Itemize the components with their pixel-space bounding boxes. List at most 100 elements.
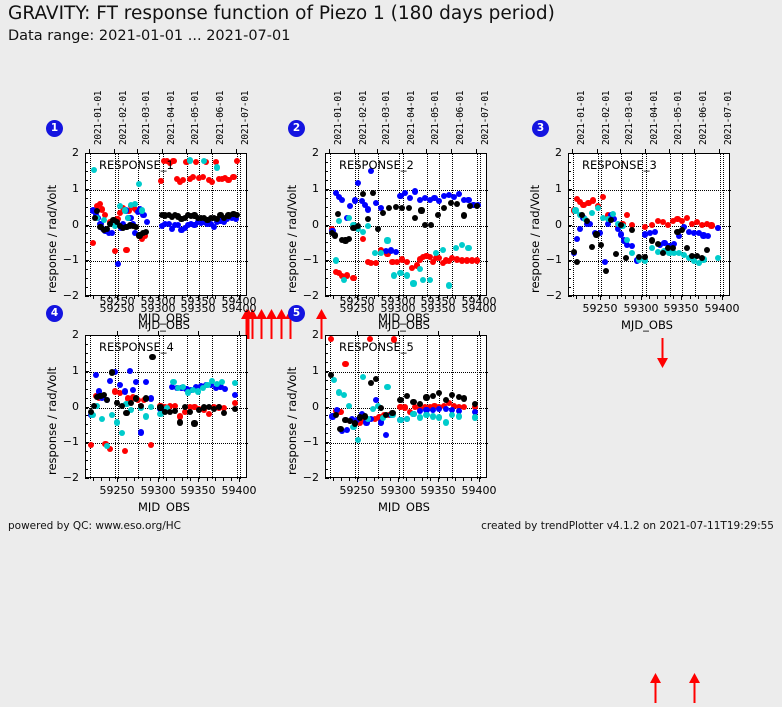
panel-badge-2: 2 (288, 120, 305, 137)
y-tick (568, 296, 572, 297)
data-point (596, 229, 603, 236)
data-point (231, 406, 239, 413)
data-point (403, 258, 411, 266)
data-point (593, 231, 600, 238)
x-tick-minor (349, 478, 350, 481)
x-tick-minor (174, 296, 175, 299)
data-point (210, 224, 218, 231)
data-point (684, 244, 691, 251)
data-point (231, 400, 239, 407)
y-tick-label: 0 (312, 218, 319, 231)
x-tick-label: 59250 (99, 484, 135, 497)
x-tick-top (669, 149, 670, 153)
data-point (676, 250, 683, 257)
data-point (129, 386, 137, 393)
y-tick (325, 225, 329, 226)
data-point (345, 402, 352, 409)
data-point (194, 388, 201, 395)
data-point (172, 402, 179, 409)
data-point (329, 413, 336, 420)
data-point (365, 206, 372, 213)
x-tick-label: 59350 (180, 484, 216, 497)
data-point (604, 220, 611, 227)
data-point (143, 218, 150, 225)
data-point (112, 248, 119, 255)
x-tick-minor (174, 478, 175, 481)
data-point (162, 212, 169, 219)
data-point (373, 259, 380, 267)
x-tick-label: 59350 (663, 302, 699, 315)
data-point (629, 221, 636, 228)
data-point (191, 221, 198, 228)
data-point (97, 392, 104, 400)
data-point (87, 408, 94, 415)
data-point (129, 223, 137, 230)
data-point (680, 251, 688, 258)
y-tick (85, 442, 89, 443)
data-point (659, 250, 667, 257)
y-tick (325, 371, 329, 372)
data-point (669, 244, 676, 251)
data-point (412, 188, 419, 195)
y-tick-minor (85, 398, 88, 399)
data-point (112, 388, 119, 395)
data-point (217, 383, 224, 390)
data-point (403, 392, 411, 400)
data-point (332, 268, 339, 276)
data-point (604, 212, 611, 219)
data-point (455, 403, 462, 410)
data-point (452, 244, 459, 251)
x-tick-minor (374, 478, 375, 481)
data-point (142, 413, 150, 420)
y-tick-minor (325, 198, 328, 199)
data-point (458, 242, 466, 249)
data-point (449, 391, 456, 399)
data-point (361, 413, 368, 420)
x-tick-label: 59250 (582, 302, 618, 315)
data-point (231, 391, 239, 399)
data-point (126, 222, 133, 229)
x-tick-minor (366, 296, 367, 299)
data-point (172, 221, 179, 228)
data-point (163, 158, 171, 165)
y-tick-minor (85, 216, 88, 217)
data-point (121, 388, 128, 395)
x-tick-label: 59300 (380, 484, 416, 497)
data-point (121, 448, 128, 455)
x-tick-minor (592, 296, 593, 299)
x-tick-label-top: 59350 (180, 295, 216, 308)
data-point (335, 218, 343, 225)
y-tick-minor (85, 180, 88, 181)
x-tick-minor (231, 296, 232, 299)
x-tick-minor (414, 296, 415, 299)
data-point (207, 382, 214, 389)
data-point (426, 404, 433, 411)
panel-badge-5: 5 (288, 305, 305, 322)
data-point (436, 414, 443, 421)
data-point (690, 257, 697, 264)
y-tick-label: 0 (312, 400, 319, 413)
data-point (655, 218, 662, 225)
data-point (175, 221, 182, 228)
data-point (382, 432, 390, 439)
data-point (361, 201, 368, 208)
data-point (337, 408, 344, 415)
data-point (157, 404, 164, 411)
y-tick-minor (85, 269, 88, 270)
data-point (175, 213, 182, 220)
data-point (371, 415, 378, 423)
data-point (442, 396, 449, 403)
data-point (454, 256, 461, 263)
data-point (120, 220, 127, 227)
x-tick-minor (126, 478, 127, 481)
data-point (648, 237, 655, 244)
data-point (116, 390, 124, 397)
data-point (214, 381, 221, 388)
data-point (210, 214, 218, 221)
data-point (220, 409, 227, 416)
data-point (450, 193, 458, 200)
y-tick-minor (85, 233, 88, 234)
y-tick-minor (325, 207, 328, 208)
y-tick-minor (325, 233, 328, 234)
data-point (183, 158, 190, 165)
